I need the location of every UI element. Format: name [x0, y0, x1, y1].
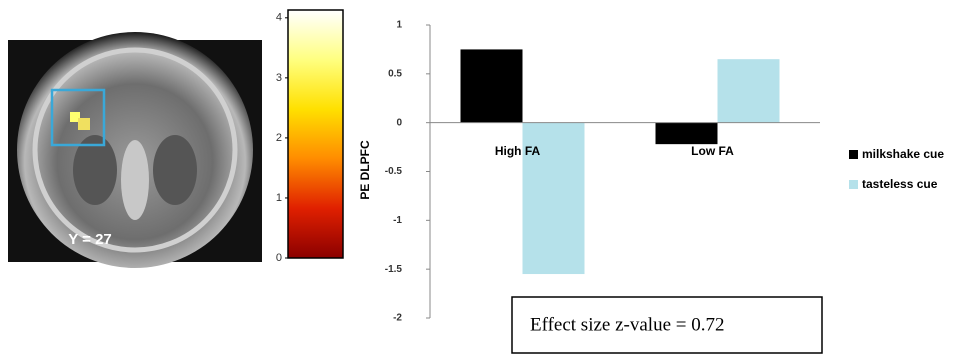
legend-label: tasteless cue: [862, 177, 938, 191]
colorbar-tick-label: 0: [276, 252, 282, 264]
colorbar-tick-label: 3: [276, 72, 282, 84]
colorbar: [288, 10, 343, 258]
figure: Y = 27 0 1 2 3 4 -2 -1.5 -1 -0.5 0 0.5 1 PE DLPFC Hig…: [0, 0, 967, 356]
bar: [461, 49, 523, 122]
y-axis-label: PE DLPFC: [358, 140, 372, 200]
y-tick-label: 1: [396, 20, 402, 31]
category-label: Low FA: [691, 144, 734, 158]
slice-label: Y = 27: [68, 231, 112, 248]
brain-image: Y = 27: [8, 32, 262, 268]
bar: [718, 59, 780, 122]
y-tick-label: -2: [393, 313, 402, 324]
y-tick-label: 0: [396, 117, 402, 128]
y-tick-label: 0.5: [388, 68, 402, 79]
category-label: High FA: [495, 144, 541, 158]
legend-label: milkshake cue: [862, 147, 944, 161]
y-tick-label: -0.5: [385, 166, 403, 177]
colorbar-tick-label: 1: [276, 192, 282, 204]
bar: [656, 123, 718, 144]
y-tick-label: -1.5: [385, 264, 403, 275]
annotation: Effect size z-value = 0.72: [530, 314, 724, 335]
legend-swatch: [849, 180, 858, 189]
legend-swatch: [849, 150, 858, 159]
colorbar-tick-label: 4: [276, 12, 282, 24]
colorbar-tick-label: 2: [276, 132, 282, 144]
y-tick-label: -1: [393, 215, 402, 226]
